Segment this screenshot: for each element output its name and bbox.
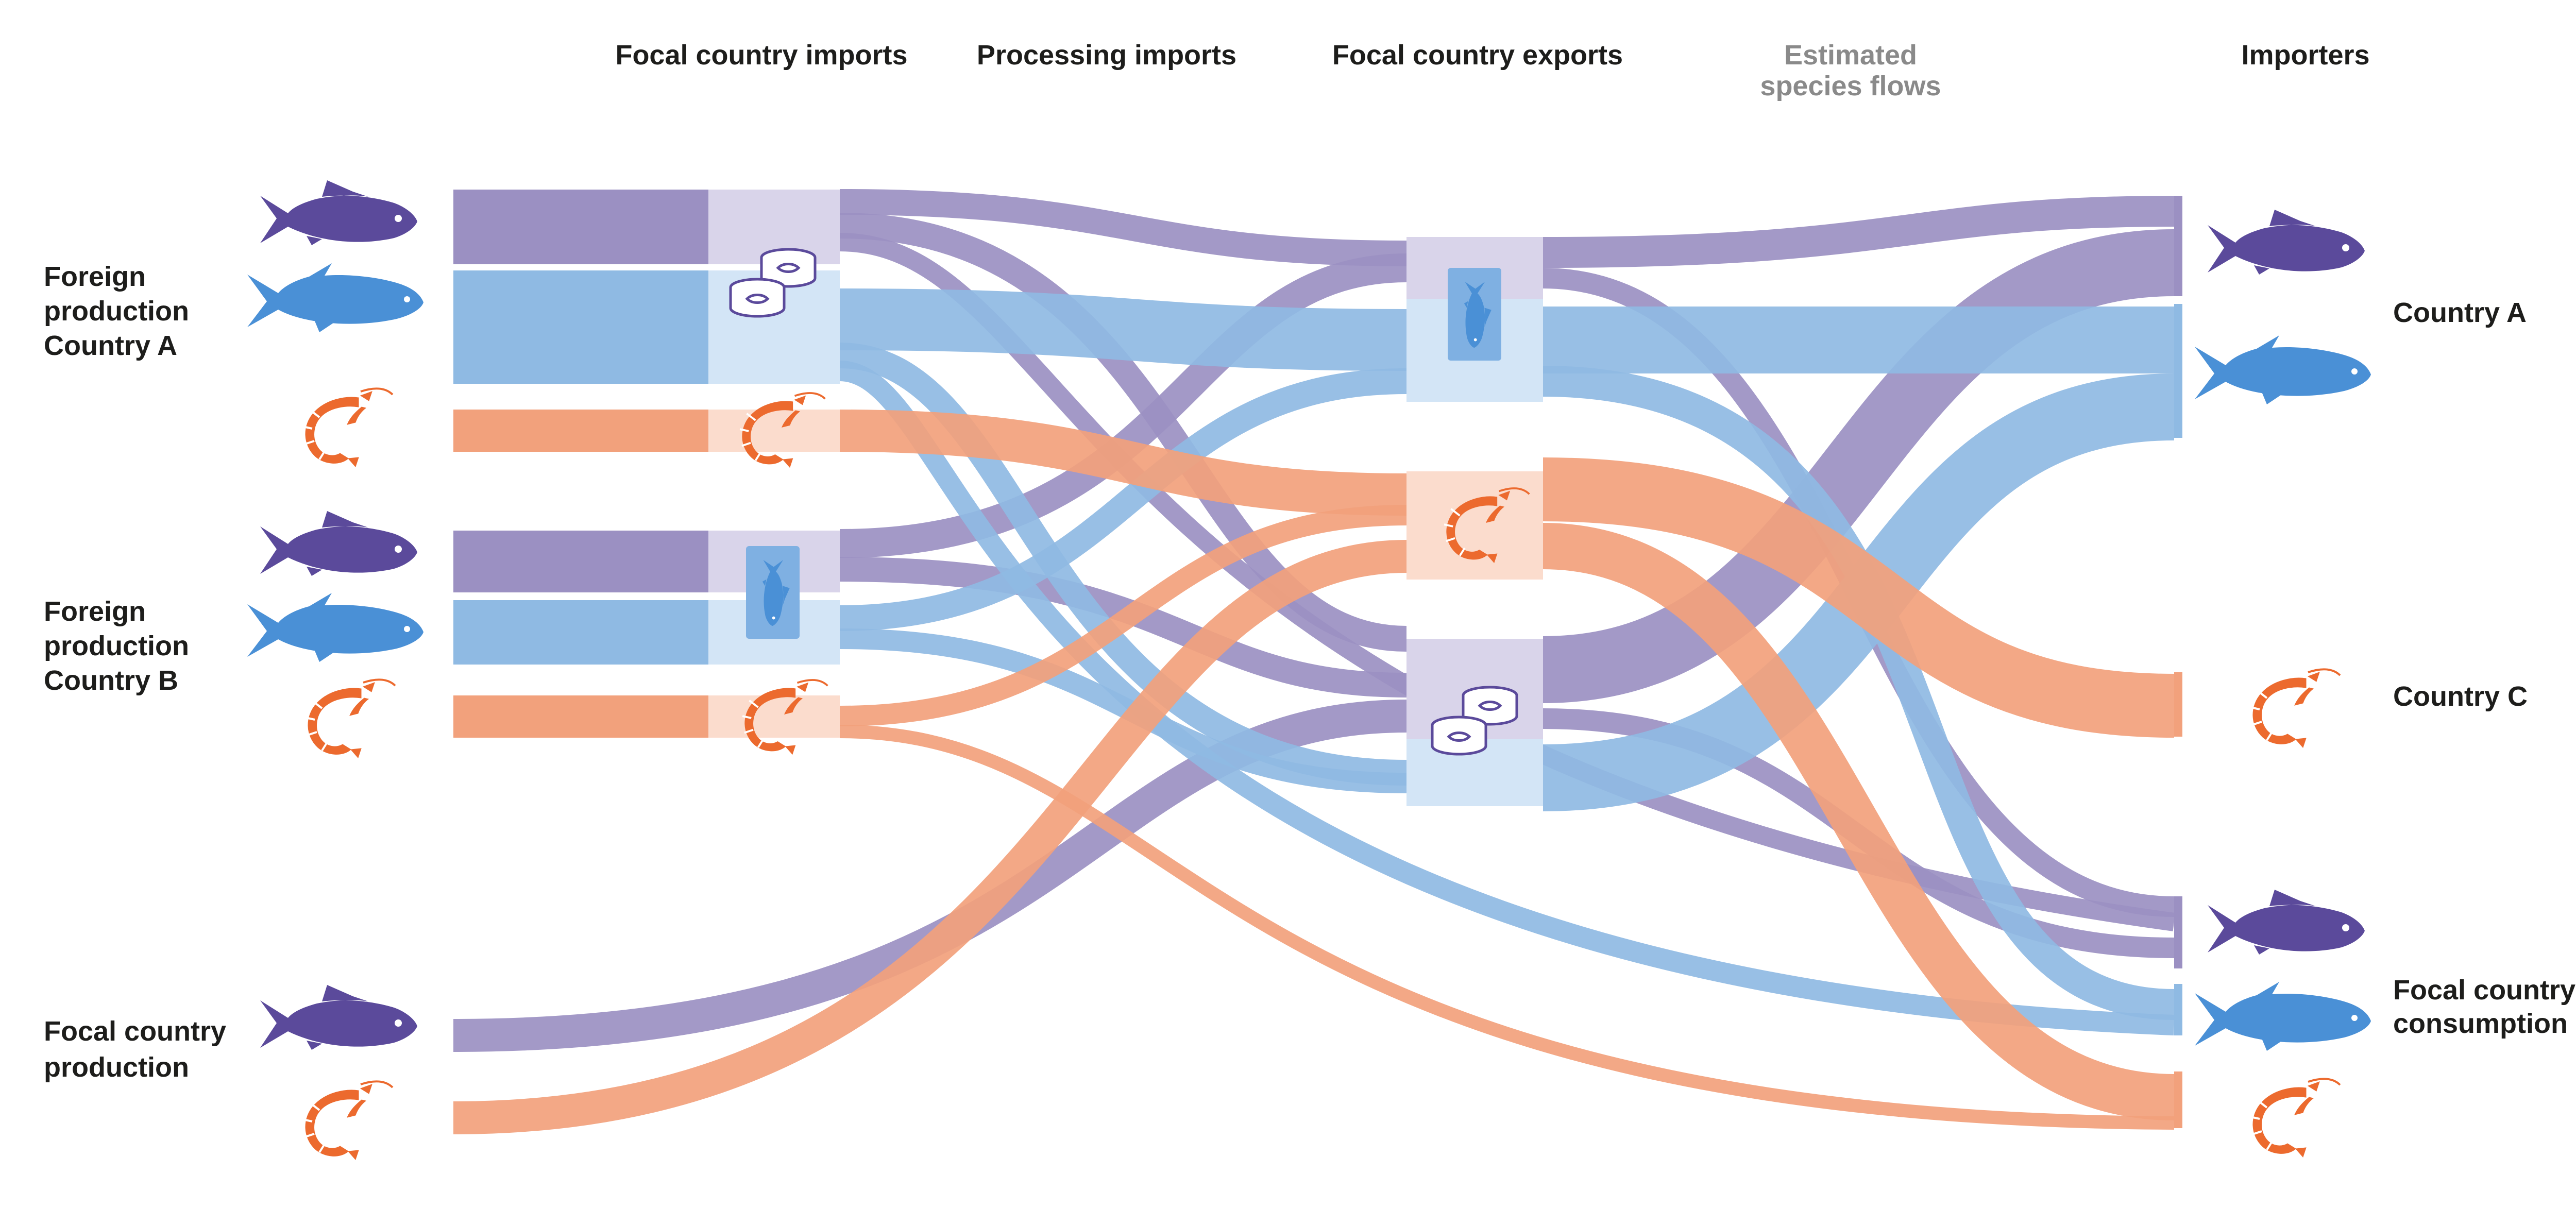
- flow-tuna-a-to-focal-consumption: [839, 233, 2176, 931]
- label-focal-consumption-line1: Focal country: [2393, 975, 2575, 1006]
- header-estimated-line1: Estimated: [1784, 40, 1917, 71]
- packaged-fish-icon: [1448, 268, 1501, 361]
- destination-labels: Country A Country C Focal country consum…: [2393, 297, 2575, 1039]
- bar-focal-salmon: [2174, 984, 2182, 1035]
- node-export-shrimp: [1406, 471, 1543, 580]
- flow-salmon-a-to-exports-pkg: [839, 288, 1407, 371]
- bar-focal-tuna: [2174, 896, 2182, 968]
- label-country-a: Country A: [2393, 297, 2527, 328]
- bar-foreign-a-tuna: [453, 190, 708, 264]
- tuna-icon: [2208, 210, 2365, 275]
- bar-foreign-b-shrimp: [453, 695, 708, 738]
- header-focal-imports: Focal country imports: [615, 40, 907, 71]
- label-foreign-a-line3: Country A: [44, 330, 177, 361]
- flow-shrimp-focal-to-exports: [453, 540, 1407, 1134]
- bar-foreign-b-salmon: [453, 600, 708, 665]
- salmon-icon: [2195, 982, 2371, 1051]
- flow-salmon-exports-pkg-to-focal: [1543, 366, 2175, 1020]
- header-focal-exports: Focal country exports: [1332, 40, 1623, 71]
- flow-shrimp-exports-to-country-c: [1543, 457, 2175, 738]
- bar-focal-shrimp: [2174, 1071, 2182, 1128]
- flow-shrimp-b-to-exports: [839, 505, 1407, 726]
- flow-tuna-exports-can-to-country-a: [1543, 229, 2175, 703]
- flow-tuna-a-to-exports-pkg: [839, 189, 1407, 266]
- export-nodes: [1406, 237, 1543, 806]
- import-nodes: [708, 190, 840, 738]
- header-importers: Importers: [2241, 40, 2369, 71]
- packaged-fish-icon: [746, 546, 800, 639]
- flow-shrimp-exports-to-focal: [1543, 523, 2175, 1120]
- salmon-icon: [2195, 335, 2371, 404]
- destination-bars: [2174, 196, 2182, 1128]
- column-headers: Focal country imports Processing imports…: [615, 40, 2369, 101]
- label-country-c: Country C: [2393, 681, 2528, 712]
- tuna-icon: [260, 985, 417, 1050]
- bar-country-c-shrimp: [2174, 672, 2182, 737]
- label-focal-line2: production: [44, 1052, 189, 1083]
- shrimp-icon: [304, 678, 396, 759]
- label-foreign-a-line1: Foreign: [44, 261, 146, 292]
- header-processing-imports: Processing imports: [977, 40, 1236, 71]
- shrimp-icon: [2249, 1078, 2341, 1158]
- flow-tuna-a-to-exports-can: [839, 213, 1407, 652]
- flow-salmon-b-to-exports-pkg: [839, 368, 1407, 631]
- bar-country-a-tuna: [2174, 196, 2182, 296]
- node-import-b-shrimp: [708, 695, 840, 738]
- flow-tuna-exports-pkg-to-country-a: [1543, 196, 2175, 268]
- source-bars: [453, 190, 708, 738]
- salmon-icon: [247, 263, 423, 332]
- label-focal-consumption-line2: consumption: [2393, 1008, 2568, 1039]
- flow-tuna-focal-to-exports-can: [453, 700, 1407, 1052]
- bar-country-a-salmon: [2174, 304, 2182, 438]
- flow-bands: [453, 189, 2176, 1134]
- label-focal-line1: Focal country: [44, 1016, 226, 1047]
- bar-foreign-b-tuna: [453, 531, 708, 592]
- source-labels: Foreign production Country A Foreign pro…: [44, 261, 226, 1083]
- tuna-icon: [260, 180, 417, 245]
- bar-foreign-a-salmon: [453, 270, 708, 384]
- node-import-a-shrimp: [708, 410, 840, 452]
- shrimp-icon: [302, 387, 394, 468]
- label-foreign-a-line2: production: [44, 296, 189, 327]
- bar-foreign-a-shrimp: [453, 410, 708, 452]
- flow-tuna-b-to-exports-can: [839, 557, 1407, 697]
- tuna-icon: [2208, 890, 2365, 955]
- flow-shrimp-a-to-exports: [839, 410, 1407, 516]
- tuna-icon: [260, 511, 417, 576]
- flow-shrimp-b-to-focal: [839, 725, 2175, 1130]
- salmon-icon: [247, 593, 423, 662]
- header-estimated-line2: species flows: [1760, 71, 1941, 101]
- shrimp-icon: [302, 1080, 394, 1161]
- label-foreign-b-line1: Foreign: [44, 596, 146, 627]
- shrimp-icon: [2249, 668, 2341, 748]
- label-foreign-b-line2: production: [44, 631, 189, 661]
- label-foreign-b-line3: Country B: [44, 665, 178, 696]
